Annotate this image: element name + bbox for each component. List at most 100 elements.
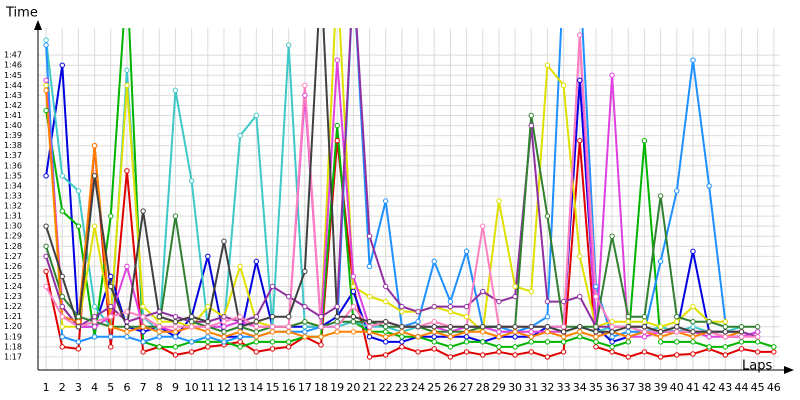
point <box>496 349 502 355</box>
point <box>350 313 357 320</box>
y-tick-label: 1:31 <box>4 212 22 221</box>
point <box>463 349 470 355</box>
x-tick-label: 2 <box>59 381 66 394</box>
point <box>447 344 454 350</box>
y-tick-label: 1:28 <box>4 242 22 251</box>
point <box>156 313 162 320</box>
x-tick-label: 39 <box>654 381 668 394</box>
point <box>690 334 696 340</box>
point <box>188 339 195 345</box>
point <box>560 349 567 355</box>
point <box>221 329 227 335</box>
point <box>205 329 211 335</box>
y-tick-label: 1:39 <box>4 131 22 140</box>
point <box>431 258 437 265</box>
point <box>269 346 276 352</box>
point <box>528 112 534 119</box>
point <box>140 329 146 335</box>
point <box>415 319 421 325</box>
x-tick-label: 5 <box>107 381 114 394</box>
point <box>285 344 292 350</box>
point <box>59 334 65 340</box>
point <box>657 258 664 265</box>
point <box>382 198 389 204</box>
point <box>237 313 243 320</box>
point <box>302 92 308 99</box>
point <box>431 334 437 340</box>
x-tick-label: 18 <box>314 381 328 394</box>
point <box>75 223 82 229</box>
point <box>302 324 308 330</box>
y-tick-label: 1:38 <box>4 141 22 150</box>
point <box>124 308 130 315</box>
point <box>124 324 130 330</box>
x-tick-label: 30 <box>508 381 522 394</box>
point <box>399 324 405 330</box>
point <box>690 303 696 310</box>
point <box>140 324 146 330</box>
point <box>512 352 518 358</box>
point <box>463 339 470 345</box>
point <box>91 324 98 330</box>
x-tick-label: 23 <box>395 381 409 394</box>
point <box>690 351 696 357</box>
point <box>382 352 389 358</box>
point <box>641 324 648 330</box>
x-tick-label: 43 <box>718 381 732 394</box>
point <box>528 122 534 129</box>
y-tick-label: 1:20 <box>4 322 22 331</box>
point <box>108 303 114 310</box>
point <box>302 334 308 340</box>
point <box>269 313 276 320</box>
point <box>496 324 502 330</box>
y-arrow <box>34 20 42 30</box>
point <box>593 344 599 350</box>
x-tick-label: 3 <box>75 381 82 394</box>
point <box>447 354 454 360</box>
point <box>108 273 114 280</box>
point <box>59 303 65 310</box>
point <box>156 344 162 350</box>
x-tick-label: 6 <box>123 381 130 394</box>
point <box>188 178 195 184</box>
point <box>399 344 405 350</box>
y-tick-label: 1:25 <box>4 272 22 281</box>
point <box>43 268 49 275</box>
x-tick-label: 14 <box>249 381 263 394</box>
point <box>431 303 437 310</box>
point <box>221 324 227 330</box>
point <box>43 223 49 229</box>
x-tick-label: 34 <box>573 381 587 394</box>
point <box>496 198 502 204</box>
y-tick-label: 1:44 <box>4 81 22 90</box>
point <box>334 57 340 63</box>
point <box>382 339 389 345</box>
point <box>544 329 551 335</box>
point <box>91 142 98 149</box>
point <box>188 324 195 330</box>
x-tick-label: 24 <box>411 381 425 394</box>
point <box>108 213 114 219</box>
point <box>674 319 680 325</box>
point <box>593 293 599 300</box>
point <box>399 303 405 310</box>
point <box>399 329 405 335</box>
point <box>625 319 631 325</box>
point <box>172 329 179 335</box>
point <box>43 283 49 290</box>
point <box>431 319 437 325</box>
point <box>205 339 211 345</box>
point <box>560 298 567 305</box>
point <box>512 334 518 340</box>
y-tick-label: 1:21 <box>4 312 22 321</box>
point <box>156 329 162 335</box>
point <box>480 223 486 229</box>
point <box>269 339 276 345</box>
point <box>577 329 583 335</box>
point <box>172 319 179 325</box>
point <box>609 324 615 330</box>
point <box>382 283 389 290</box>
x-tick-label: 11 <box>201 381 215 394</box>
point <box>172 352 179 358</box>
point <box>415 308 421 315</box>
